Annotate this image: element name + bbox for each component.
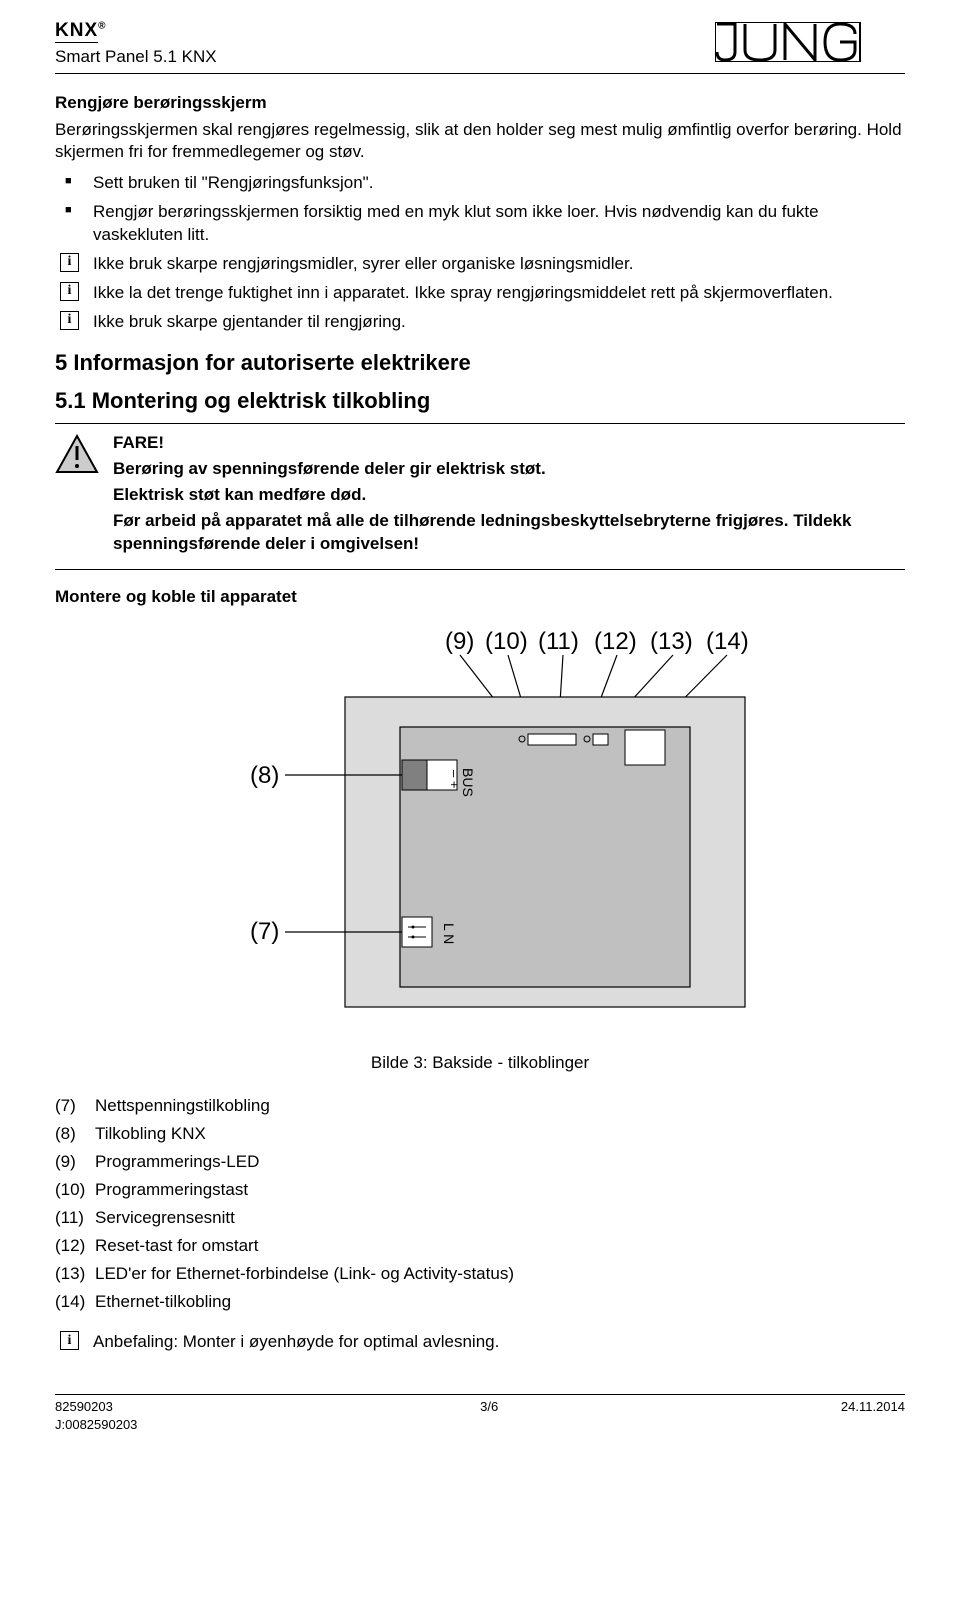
info-text: Ikke bruk skarpe gjentander til rengjøri…	[93, 312, 406, 331]
fig-label-8: (8)	[250, 762, 279, 789]
fig-label-7: (7)	[250, 918, 279, 945]
bullet-item: Sett bruken til "Rengjøringsfunksjon".	[55, 172, 905, 195]
ref-text: Reset-tast for omstart	[95, 1236, 258, 1255]
header-left: KNX® Smart Panel 5.1 KNX	[55, 18, 217, 69]
divider	[55, 569, 905, 570]
ref-item: (11)Servicegrensesnitt	[55, 1207, 905, 1230]
ref-item: (12)Reset-tast for omstart	[55, 1235, 905, 1258]
jung-logo	[715, 22, 905, 69]
footer-code2: J:0082590203	[55, 1416, 137, 1434]
info-item: i Ikke bruk skarpe rengjøringsmidler, syr…	[55, 253, 905, 276]
footer-code1: 82590203	[55, 1398, 137, 1416]
ref-num: (13)	[55, 1263, 95, 1286]
footer-left: 82590203 J:0082590203	[55, 1398, 137, 1433]
warning-block: FARE! Berøring av spenningsførende deler…	[55, 432, 905, 559]
info-icon: i	[60, 1331, 79, 1350]
warning-line: Berøring av spenningsførende deler gir e…	[113, 458, 905, 481]
ref-item: (9)Programmerings-LED	[55, 1151, 905, 1174]
ref-text: Servicegrensesnitt	[95, 1208, 235, 1227]
ref-text: Nettspenningstilkobling	[95, 1096, 270, 1115]
ref-text: Tilkobling KNX	[95, 1124, 206, 1143]
ref-num: (11)	[55, 1207, 95, 1230]
reg-mark: ®	[98, 21, 106, 32]
knx-logo: KNX®	[55, 18, 217, 44]
bottom-info-text: Anbefaling: Monter i øyenhøyde for optim…	[93, 1332, 499, 1351]
info-list: i Ikke bruk skarpe rengjøringsmidler, syr…	[55, 253, 905, 334]
warning-text: FARE! Berøring av spenningsførende deler…	[99, 432, 905, 559]
fig-label-10: (10)	[485, 628, 528, 655]
svg-text:– +: – +	[447, 770, 462, 788]
fig-label-12: (12)	[594, 628, 637, 655]
warning-title: FARE!	[113, 432, 905, 455]
divider	[55, 423, 905, 424]
ref-item: (8)Tilkobling KNX	[55, 1123, 905, 1146]
ref-num: (8)	[55, 1123, 95, 1146]
fig-label-9: (9)	[445, 628, 474, 655]
info-icon: i	[60, 253, 79, 272]
info-text: Ikke la det trenge fuktighet inn i appar…	[93, 283, 833, 302]
info-item: i Ikke la det trenge fuktighet inn i appa…	[55, 282, 905, 305]
knx-text: KNX	[55, 20, 98, 43]
ref-num: (7)	[55, 1095, 95, 1118]
bottom-info: i Anbefaling: Monter i øyenhøyde for opt…	[55, 1331, 905, 1354]
fig-label-14: (14)	[706, 628, 749, 655]
ref-num: (9)	[55, 1151, 95, 1174]
heading-5-1: 5.1 Montering og elektrisk tilkobling	[55, 386, 905, 416]
figure-3: (9) (10) (11) (12) (13) (14) BUS – +	[55, 627, 905, 1027]
info-icon: i	[60, 282, 79, 301]
footer-page: 3/6	[480, 1398, 498, 1433]
warning-triangle-icon	[55, 434, 99, 481]
ref-item: (10)Programmeringstast	[55, 1179, 905, 1202]
page-footer: 82590203 J:0082590203 3/6 24.11.2014	[55, 1394, 905, 1433]
ref-item: (13)LED'er for Ethernet-forbindelse (Lin…	[55, 1263, 905, 1286]
section-title-clean: Rengjøre berøringsskjerm	[55, 92, 905, 115]
ref-num: (10)	[55, 1179, 95, 1202]
bullet-item: Rengjør berøringsskjermen forsiktig med …	[55, 201, 905, 247]
warning-line: Før arbeid på apparatet må alle de tilhø…	[113, 510, 905, 556]
ref-item: (14)Ethernet-tilkobling	[55, 1291, 905, 1314]
doc-title: Smart Panel 5.1 KNX	[55, 46, 217, 69]
reference-list: (7)Nettspenningstilkobling (8)Tilkobling…	[55, 1095, 905, 1314]
ref-text: Programmerings-LED	[95, 1152, 259, 1171]
mount-title: Montere og koble til apparatet	[55, 586, 905, 609]
page-header: KNX® Smart Panel 5.1 KNX	[55, 18, 905, 74]
ref-text: Programmeringstast	[95, 1180, 248, 1199]
ref-num: (14)	[55, 1291, 95, 1314]
info-icon: i	[60, 311, 79, 330]
svg-text:L N: L N	[441, 923, 457, 944]
ref-text: LED'er for Ethernet-forbindelse (Link- o…	[95, 1264, 514, 1283]
ref-item: (7)Nettspenningstilkobling	[55, 1095, 905, 1118]
ref-text: Ethernet-tilkobling	[95, 1292, 231, 1311]
fig-label-11: (11)	[538, 628, 579, 655]
info-item: i Ikke bruk skarpe gjentander til rengjør…	[55, 311, 905, 334]
intro-text: Berøringsskjermen skal rengjøres regelme…	[55, 119, 905, 165]
figure-caption: Bilde 3: Bakside - tilkoblinger	[55, 1052, 905, 1075]
ref-num: (12)	[55, 1235, 95, 1258]
fig-label-13: (13)	[650, 628, 693, 655]
footer-date: 24.11.2014	[841, 1398, 905, 1433]
warning-line: Elektrisk støt kan medføre død.	[113, 484, 905, 507]
bullet-list: Sett bruken til "Rengjøringsfunksjon". R…	[55, 172, 905, 247]
heading-5: 5 Informasjon for autoriserte elektriker…	[55, 348, 905, 378]
info-text: Ikke bruk skarpe rengjøringsmidler, syre…	[93, 254, 633, 273]
